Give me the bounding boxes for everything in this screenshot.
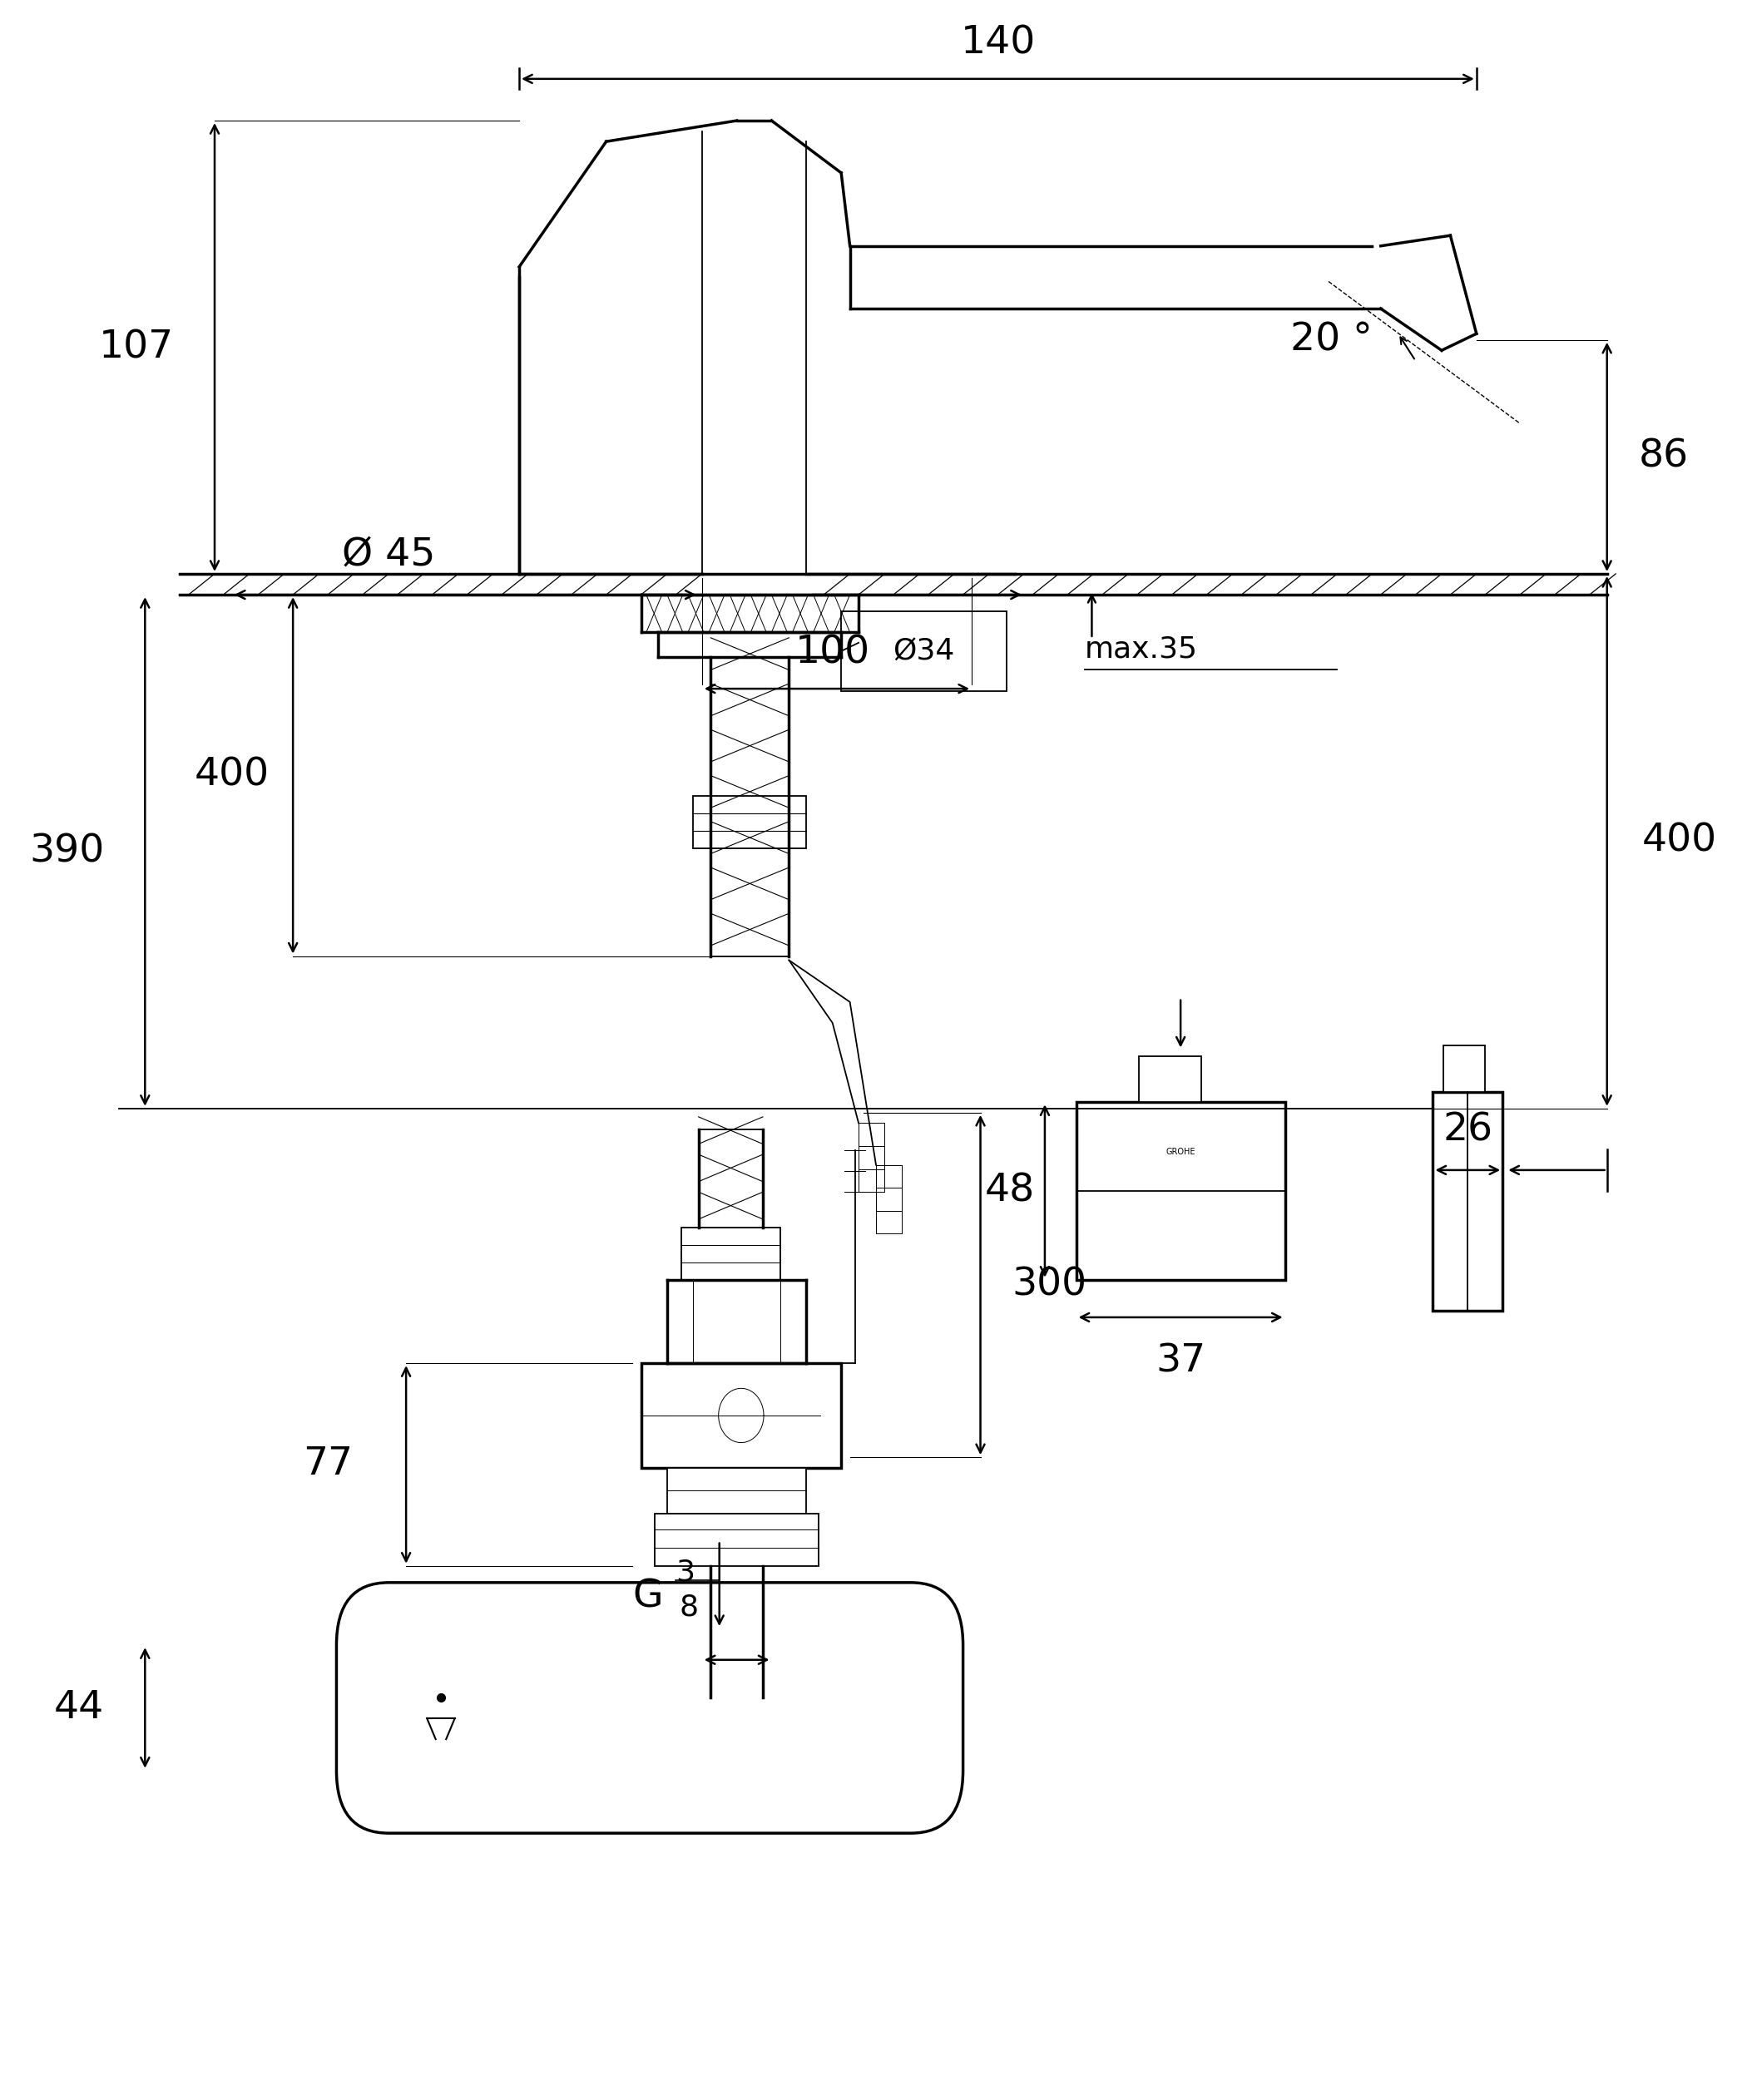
- Text: 20 °: 20 °: [1289, 321, 1372, 359]
- Text: Ø 45: Ø 45: [342, 536, 436, 573]
- Text: 8: 8: [680, 1594, 699, 1621]
- Bar: [841, 611, 1007, 691]
- Text: Ø34: Ø34: [894, 636, 955, 666]
- Bar: [694, 796, 806, 848]
- Text: 26: 26: [1442, 1111, 1493, 1149]
- Bar: [668, 1468, 806, 1514]
- Text: max.35: max.35: [1084, 634, 1198, 664]
- Bar: [1076, 1102, 1284, 1279]
- Text: 390: 390: [30, 834, 103, 869]
- Bar: [1433, 1092, 1503, 1310]
- Text: 300: 300: [1011, 1266, 1086, 1304]
- Text: 37: 37: [1156, 1342, 1205, 1380]
- Text: G: G: [632, 1579, 662, 1615]
- Text: 48: 48: [985, 1172, 1035, 1210]
- Text: 86: 86: [1638, 439, 1689, 475]
- Text: GROHE: GROHE: [1165, 1149, 1195, 1157]
- Text: 400: 400: [194, 756, 270, 794]
- Text: 3: 3: [676, 1558, 696, 1586]
- Bar: [1139, 1056, 1202, 1102]
- Bar: [655, 1514, 818, 1567]
- Text: 107: 107: [98, 328, 173, 365]
- Bar: [682, 1228, 780, 1279]
- Text: 400: 400: [1642, 823, 1717, 859]
- Text: 100: 100: [795, 634, 871, 672]
- Bar: [641, 1363, 841, 1468]
- Text: 77: 77: [303, 1445, 352, 1483]
- FancyBboxPatch shape: [336, 1583, 964, 1833]
- Bar: [1444, 1046, 1486, 1092]
- Text: 140: 140: [960, 25, 1035, 63]
- Text: 44: 44: [54, 1688, 103, 1726]
